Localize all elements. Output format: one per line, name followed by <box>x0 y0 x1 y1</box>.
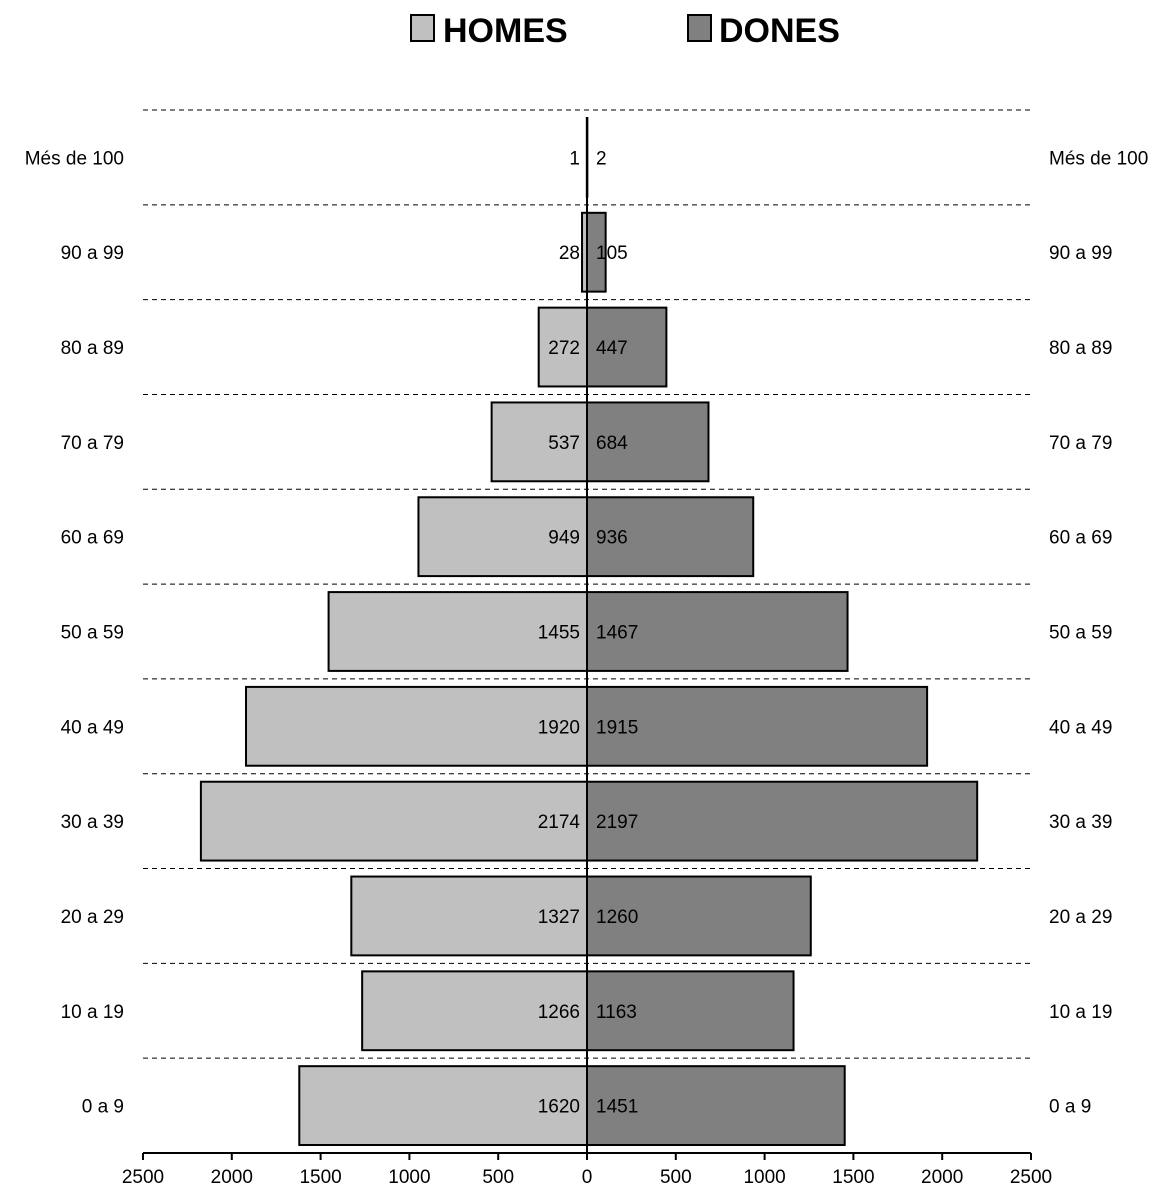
x-tick-label: 2500 <box>1010 1167 1052 1188</box>
data-label-dones: 1915 <box>596 717 638 738</box>
bar-homes <box>537 306 589 388</box>
x-tick-label: 1500 <box>832 1167 874 1188</box>
x-tick-label: 1000 <box>743 1167 785 1188</box>
category-label-left: 20 a 29 <box>61 907 124 928</box>
data-label-homes: 1327 <box>538 907 580 928</box>
data-label-homes: 1620 <box>538 1097 580 1118</box>
category-label-right: 70 a 79 <box>1049 433 1112 454</box>
bar-homes <box>327 591 588 672</box>
data-label-dones: 447 <box>596 338 628 359</box>
data-label-homes: 2174 <box>538 812 581 833</box>
category-label-left: 60 a 69 <box>61 528 124 549</box>
data-label-dones: 684 <box>596 433 628 454</box>
category-label-right: Més de 100 <box>1049 148 1148 169</box>
data-labels: 1 2 28 105 272 447 537 684 949 936 1455 1467 1920 191… <box>538 148 639 1117</box>
x-tick-label: 2500 <box>122 1167 164 1188</box>
bar-dones <box>586 591 849 672</box>
data-label-dones: 1260 <box>596 907 638 928</box>
data-label-dones: 1467 <box>596 623 638 644</box>
category-label-left: 30 a 39 <box>61 812 124 833</box>
bars <box>199 117 979 1146</box>
data-label-dones: 2 <box>596 148 607 169</box>
category-label-right: 40 a 49 <box>1049 717 1112 738</box>
bar-homes <box>417 496 589 578</box>
data-label-dones: 936 <box>596 528 628 549</box>
legend-label-homes: HOMES <box>443 12 568 50</box>
data-label-homes: 1455 <box>538 623 580 644</box>
category-label-left: 80 a 89 <box>61 338 124 359</box>
category-label-right: 90 a 99 <box>1049 243 1112 264</box>
data-label-dones: 1451 <box>596 1097 638 1118</box>
bar-dones <box>586 685 929 767</box>
legend-label-dones: DONES <box>719 12 840 50</box>
category-label-left: 0 a 9 <box>82 1097 124 1118</box>
category-labels: Més de 100 Més de 100 90 a 99 90 a 99 80 a 8… <box>25 148 1149 1117</box>
data-label-homes: 1 <box>569 148 580 169</box>
bar-homes <box>350 875 588 957</box>
data-label-dones: 1163 <box>596 1002 637 1023</box>
data-label-homes: 1920 <box>538 717 580 738</box>
data-label-homes: 949 <box>548 528 580 549</box>
category-label-right: 60 a 69 <box>1049 528 1112 549</box>
x-tick-label: 0 <box>582 1167 593 1188</box>
category-label-left: Més de 100 <box>25 148 124 169</box>
x-axis: 2500 2000 1500 1000 500 0 500 1000 1500 2000 2500 <box>122 118 1052 1188</box>
legend: HOMES DONES <box>410 12 840 50</box>
bar-homes <box>245 685 588 767</box>
category-label-right: 50 a 59 <box>1049 623 1112 644</box>
category-label-left: 50 a 59 <box>61 623 124 644</box>
category-label-right: 10 a 19 <box>1049 1002 1112 1023</box>
category-label-left: 70 a 79 <box>61 433 124 454</box>
x-tick-label: 2000 <box>211 1167 253 1188</box>
data-label-homes: 1266 <box>538 1002 580 1023</box>
bar-homes <box>490 401 589 483</box>
x-tick-label: 500 <box>482 1167 514 1188</box>
data-label-homes: 272 <box>548 338 580 359</box>
data-label-homes: 28 <box>559 243 580 264</box>
data-label-dones: 2197 <box>596 812 638 833</box>
x-tick-label: 1000 <box>388 1167 430 1188</box>
category-label-left: 40 a 49 <box>61 717 124 738</box>
category-label-left: 10 a 19 <box>61 1002 124 1023</box>
category-label-right: 80 a 89 <box>1049 338 1112 359</box>
category-label-right: 0 a 9 <box>1049 1097 1091 1118</box>
bar-dones <box>586 780 979 862</box>
category-label-right: 30 a 39 <box>1049 812 1112 833</box>
bar-dones <box>586 401 710 483</box>
category-label-right: 20 a 29 <box>1049 907 1112 928</box>
data-label-dones: 105 <box>596 243 628 264</box>
bar-homes <box>199 780 588 862</box>
legend-swatch-dones <box>687 14 712 42</box>
data-label-homes: 537 <box>548 433 580 454</box>
x-tick-label: 2000 <box>921 1167 963 1188</box>
bar-dones <box>586 1065 846 1146</box>
bar-dones <box>586 970 795 1052</box>
x-tick-label: 1500 <box>299 1167 341 1188</box>
x-tick-label: 500 <box>660 1167 692 1188</box>
legend-swatch-homes <box>410 14 435 42</box>
bar-dones <box>586 306 668 388</box>
bar-homes <box>298 1065 588 1146</box>
bar-dones <box>586 875 812 957</box>
bar-dones <box>586 496 755 578</box>
category-label-left: 90 a 99 <box>61 243 124 264</box>
